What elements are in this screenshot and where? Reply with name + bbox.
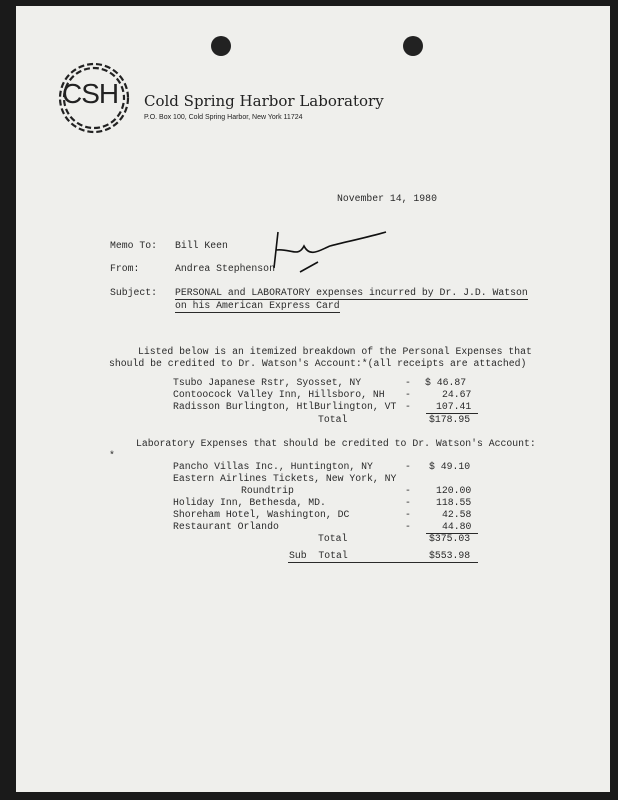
expense-amount: $ 46.87 [425,377,467,388]
from-label: From: [110,263,140,274]
signature [273,231,387,273]
personal-intro-2: should be credited to Dr. Watson's Accou… [109,358,527,369]
expense-amount: 44.80 [442,521,472,532]
punch-hole [211,36,231,56]
subtotal-rule [288,562,478,563]
subject-line-1: PERSONAL and LABORATORY expenses incurre… [175,287,528,300]
expense-amount: 24.67 [442,389,472,400]
expense-amount: 120.00 [436,485,472,496]
expense-desc: Restaurant Orlando [173,521,279,532]
expense-desc: Holiday Inn, Bethesda, MD. [173,497,326,508]
punch-hole [403,36,423,56]
lab-total-label: Total [318,533,348,544]
expense-amount: $ 49.10 [429,461,471,472]
to-label: Memo To: [110,240,158,251]
logo-text: CSH [62,78,119,109]
expense-dash: - [405,485,411,496]
from-value: Andrea Stephenson [175,263,275,274]
org-address: P.O. Box 100, Cold Spring Harbor, New Yo… [144,114,303,121]
expense-desc: Shoreham Hotel, Washington, DC [173,509,350,520]
expense-desc: Roundtrip [241,485,294,496]
memo-page [16,6,610,792]
expense-desc: Radisson Burlington, HtlBurlington, VT [173,401,397,412]
total-rule [426,413,478,414]
subtotal: $553.98 [429,550,471,561]
expense-desc: Contoocock Valley Inn, Hillsboro, NH [173,389,385,400]
expense-dash: - [405,461,411,472]
expense-dash: - [405,389,411,400]
subject-line-2: on his American Express Card [175,300,340,313]
expense-amount: 107.41 [436,401,472,412]
expense-amount: 42.58 [442,509,472,520]
expense-amount: 118.55 [436,497,472,508]
expense-desc: Eastern Airlines Tickets, New York, NY [173,473,397,484]
to-value: Bill Keen [175,240,228,251]
personal-total: $178.95 [429,414,471,425]
expense-desc: Pancho Villas Inc., Huntington, NY [173,461,373,472]
expense-dash: - [405,401,411,412]
expense-dash: - [405,377,411,388]
subtotal-label: Sub Total [289,550,348,561]
csh-logo [58,62,130,134]
org-name: Cold Spring Harbor Laboratory [144,92,384,110]
expense-dash: - [405,497,411,508]
personal-intro-1: Listed below is an itemized breakdown of… [138,346,532,357]
personal-total-label: Total [318,414,348,425]
asterisk: * [109,450,115,461]
expense-dash: - [405,521,411,532]
memo-date: November 14, 1980 [337,193,437,204]
subject-label: Subject: [110,287,158,298]
lab-total: $375.03 [429,533,471,544]
total-rule [426,533,478,534]
expense-dash: - [405,509,411,520]
expense-desc: Tsubo Japanese Rstr, Syosset, NY [173,377,362,388]
lab-heading: Laboratory Expenses that should be credi… [136,438,536,449]
